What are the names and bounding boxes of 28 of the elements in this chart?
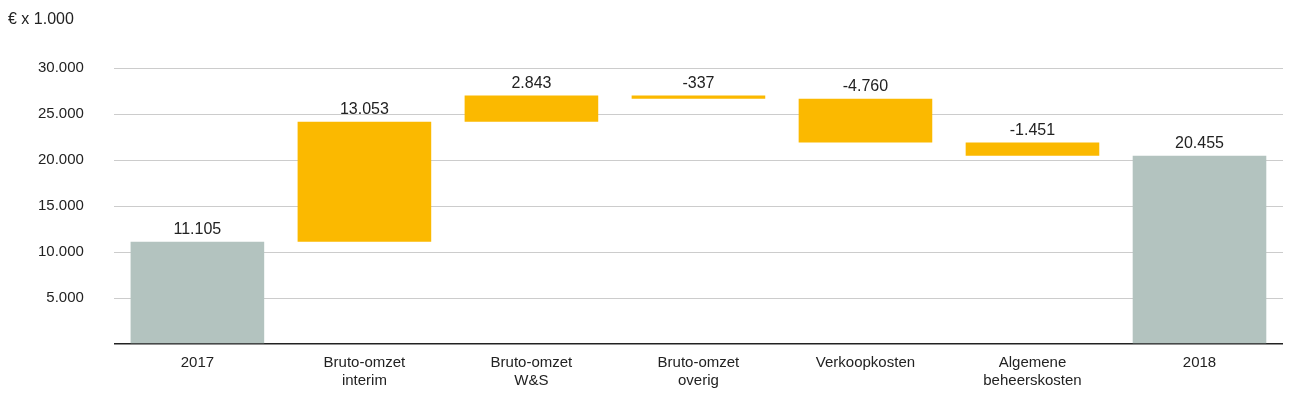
data-label: -1.451 (1009, 120, 1056, 138)
bar (130, 241, 265, 344)
bar (798, 98, 933, 143)
data-label: -337 (682, 74, 715, 91)
y-tick-label: 20.000 (37, 150, 84, 168)
x-tick-label: 2018 (1182, 353, 1217, 371)
y-tick-label: 30.000 (37, 58, 84, 76)
y-tick-label: 25.000 (37, 104, 84, 122)
data-label: -4.760 (842, 77, 889, 95)
x-tick-label: 2017 (180, 353, 215, 371)
data-label: 2.843 (511, 74, 552, 91)
data-label: 20.455 (1175, 134, 1225, 152)
data-label: 13.053 (339, 100, 389, 118)
bar (464, 95, 599, 122)
y-tick-label: 15.000 (37, 196, 84, 214)
x-tick-label: Verkoopkosten (815, 353, 916, 371)
bar (297, 121, 432, 242)
x-tick-label: Algemene beheerskosten (983, 353, 1082, 389)
bar (965, 142, 1100, 156)
bar (631, 95, 766, 99)
x-tick-label: Bruto-omzet interim (323, 353, 407, 389)
x-tick-label: Bruto-omzet overig (657, 353, 741, 389)
y-axis-title: € x 1.000 (8, 10, 74, 28)
x-tick-label: Bruto-omzet W&S (490, 353, 574, 389)
bar (1132, 155, 1267, 344)
y-tick-label: 5.000 (46, 288, 84, 306)
data-label: 11.105 (173, 220, 222, 238)
y-tick-label: 10.000 (37, 242, 84, 260)
